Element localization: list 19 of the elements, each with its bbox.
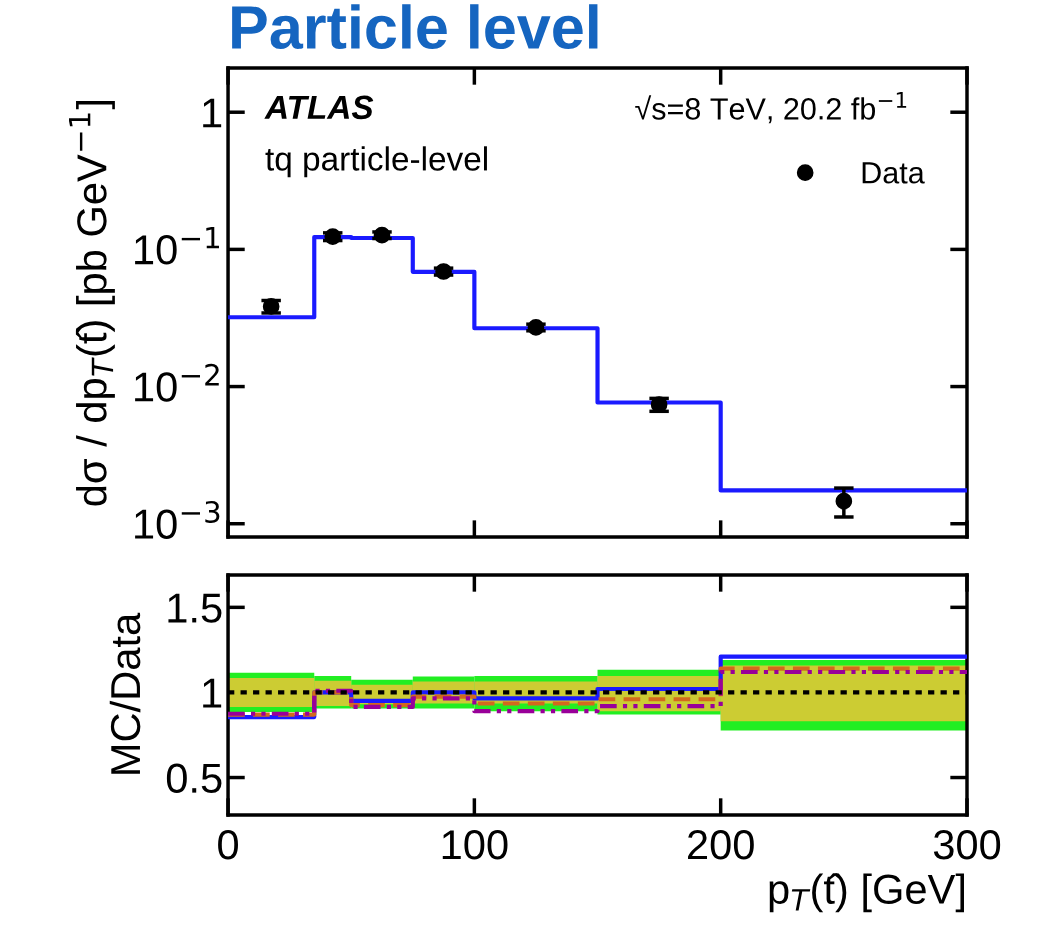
- y-tick-label: 0.5: [166, 763, 222, 794]
- y-axis-title: MC/Data: [109, 612, 141, 774]
- y-tick-label: 10$^{−3}$: [135, 500, 220, 539]
- legend-label: Data: [862, 162, 925, 184]
- y-tick-label: 1: [203, 98, 222, 128]
- y-axis-title: dσ / dp$_{T}$(t̂) [pb GeV$^{−1}$]: [69, 101, 115, 506]
- x-axis-title: p$_{T}$(t̂) [GeV]: [769, 873, 964, 913]
- y-tick-label: 10$^{−1}$: [135, 226, 219, 265]
- x-tick-label: 100: [442, 829, 508, 860]
- y-tick-label: 10$^{−2}$: [135, 363, 219, 402]
- annotation: tq particle-level: [265, 146, 487, 178]
- chart-title: Particle level: [232, 4, 598, 50]
- x-tick-label: 200: [688, 829, 754, 860]
- y-tick-label: 1.5: [168, 593, 222, 623]
- annotation: ATLAS: [264, 95, 374, 120]
- annotation: √s=8 TeV, 20.2 fb$^{−1}$: [635, 92, 907, 124]
- x-tick-label: 0: [218, 829, 239, 860]
- y-tick-label: 1: [203, 678, 222, 708]
- x-tick-label: 300: [933, 829, 1001, 860]
